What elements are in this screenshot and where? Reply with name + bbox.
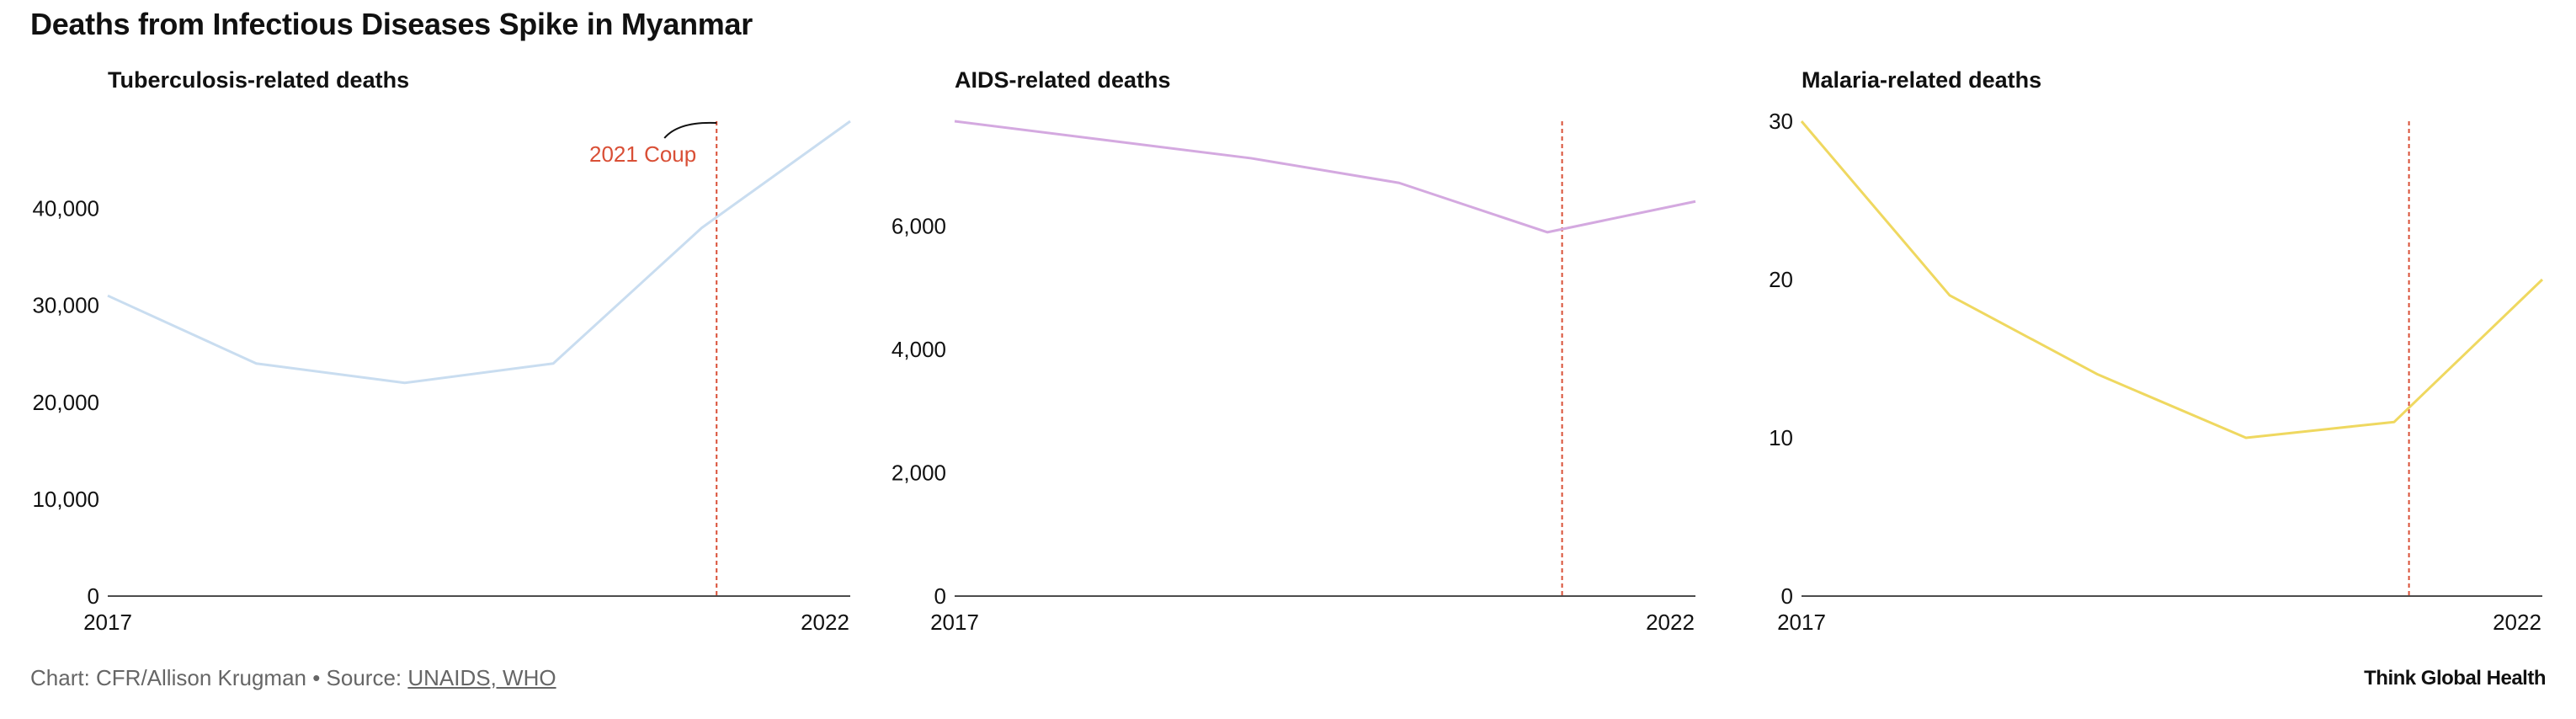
y-tick-label: 2,000 — [891, 461, 946, 486]
y-tick-label: 20 — [1769, 267, 1793, 292]
series-line — [1800, 120, 2544, 439]
panel-title: Malaria-related deaths — [1802, 67, 2041, 93]
x-tick-label: 2022 — [1646, 610, 1695, 635]
brand-logo: Think Global Health — [2364, 667, 2546, 690]
panel-title: Tuberculosis-related deaths — [108, 67, 409, 93]
credit-text: Chart: CFR/Allison Krugman • Source: — [30, 665, 408, 690]
x-tick-label: 2017 — [1777, 610, 1826, 635]
y-tick-label: 6,000 — [891, 214, 946, 239]
malaria-panel: Malaria-related deaths 0 10 20 30 2017 2022 — [1769, 67, 2544, 635]
y-tick-label: 10 — [1769, 425, 1793, 450]
y-tick-label: 30 — [1769, 109, 1793, 134]
y-tick-label: 4,000 — [891, 337, 946, 362]
aids-panel: AIDS-related deaths 0 2,000 4,000 6,000 2017 2… — [891, 67, 1696, 635]
annotation-connector — [663, 121, 717, 139]
x-tick-label: 2017 — [930, 610, 979, 635]
series-line — [107, 120, 851, 385]
charts-area: Tuberculosis-related deaths 0 10,000 20,000… — [32, 67, 2544, 635]
page-title: Deaths from Infectious Diseases Spike in… — [30, 7, 753, 41]
x-tick-label: 2022 — [2493, 610, 2541, 635]
y-tick-label: 0 — [88, 583, 99, 609]
y-tick-label: 20,000 — [32, 390, 99, 415]
panel-title: AIDS-related deaths — [955, 67, 1171, 93]
y-tick-label: 10,000 — [32, 487, 99, 512]
source-link[interactable]: UNAIDS, WHO — [407, 665, 556, 690]
chart-credit: Chart: CFR/Allison Krugman • Source: UNA… — [30, 665, 556, 691]
y-tick-label: 0 — [934, 583, 946, 609]
x-tick-label: 2017 — [83, 610, 132, 635]
tuberculosis-panel: Tuberculosis-related deaths 0 10,000 20,000… — [32, 67, 851, 635]
y-tick-label: 40,000 — [32, 196, 99, 221]
y-tick-label: 30,000 — [32, 293, 99, 318]
coup-annotation-label: 2021 Coup — [589, 141, 696, 167]
series-line — [954, 120, 1696, 234]
y-tick-label: 0 — [1781, 583, 1793, 609]
x-tick-label: 2022 — [801, 610, 849, 635]
